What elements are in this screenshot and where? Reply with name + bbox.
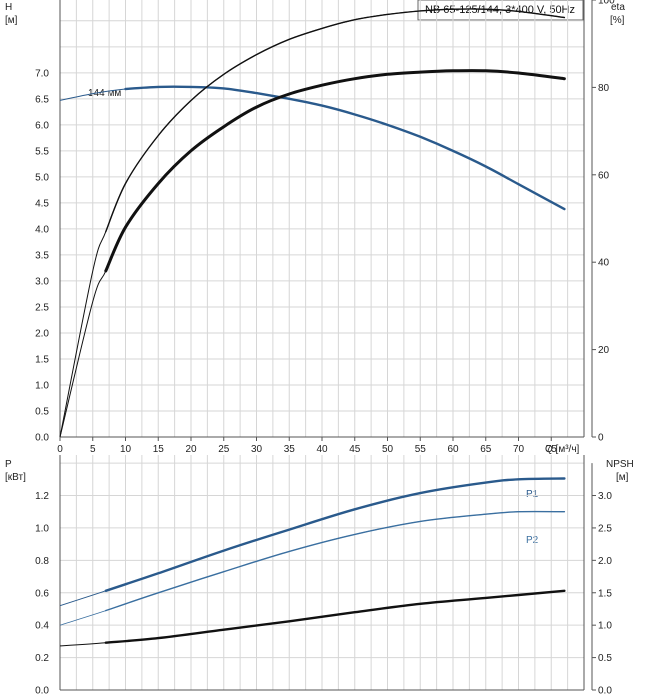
q-tick-label: 25 [218, 444, 230, 455]
eta-tick-label: 40 [598, 258, 610, 269]
eta-thick-curve-thin-line [59, 70, 565, 438]
curve-label-144: 144 мм [88, 88, 121, 99]
h-tick-label: 5.5 [35, 146, 49, 157]
eta-thin-curve-line [105, 8, 566, 233]
npsh-tick-label: 3.0 [598, 491, 612, 502]
p-tick-label: 0.8 [35, 556, 49, 567]
h-tick-label: 3.0 [35, 276, 49, 287]
h-tick-label: 1.0 [35, 380, 49, 391]
p1-curve-line [104, 477, 566, 592]
npsh-axis-title: NPSH [606, 459, 634, 470]
q-tick-label: 10 [120, 444, 132, 455]
h-tick-label: 2.5 [35, 302, 49, 313]
h-tick-label: 7.0 [35, 68, 49, 79]
q-tick-label: 55 [415, 444, 427, 455]
eta-axis-title: eta [611, 2, 625, 13]
q-tick-label: 30 [251, 444, 263, 455]
npsh-curve-line [104, 589, 566, 644]
curve-label-p1: P1 [526, 489, 539, 500]
h-tick-label: 5.0 [35, 172, 49, 183]
eta-tick-label: 80 [598, 83, 610, 94]
eta-thick-curve-line [104, 69, 566, 273]
h-axis-unit: [м] [5, 15, 18, 26]
q-tick-label: 15 [153, 444, 165, 455]
p1-curve-thin-line [59, 478, 565, 607]
p2-curve-line [105, 510, 566, 612]
npsh-tick-label: 0.5 [598, 653, 612, 664]
npsh-tick-label: 2.0 [598, 556, 612, 567]
q-tick-label: 40 [316, 444, 328, 455]
h-tick-label: 2.0 [35, 328, 49, 339]
q-tick-label: 5 [90, 444, 96, 455]
h-tick-label: 6.0 [35, 120, 49, 131]
q-tick-label: 75 [546, 444, 558, 455]
npsh-axis-unit: [м] [616, 472, 629, 483]
head-144mm-curve-thin-line [59, 86, 565, 210]
p-tick-label: 0.6 [35, 588, 49, 599]
q-tick-label: 65 [480, 444, 492, 455]
q-tick-label: 45 [349, 444, 361, 455]
q-axis-title: Q [м³/ч] [545, 444, 580, 455]
h-tick-label: 4.5 [35, 198, 49, 209]
npsh-tick-label: 0.0 [598, 686, 612, 697]
eta-tick-label: 60 [598, 170, 610, 181]
q-tick-label: 60 [447, 444, 459, 455]
h-axis-title: H [5, 2, 12, 13]
p-tick-label: 0.0 [35, 686, 49, 697]
q-tick-label: 20 [185, 444, 197, 455]
npsh-tick-label: 2.5 [598, 523, 612, 534]
q-tick-label: 0 [57, 444, 63, 455]
q-tick-label: 35 [284, 444, 296, 455]
eta-tick-label: 0 [598, 433, 604, 444]
eta-tick-label: 100 [598, 0, 615, 7]
h-tick-label: 1.5 [35, 354, 49, 365]
p2-curve-thin-line [59, 511, 565, 626]
p-tick-label: 0.4 [35, 621, 49, 632]
p-axis-title: P [5, 459, 12, 470]
npsh-tick-label: 1.0 [598, 621, 612, 632]
q-tick-label: 70 [513, 444, 525, 455]
p-tick-label: 1.2 [35, 491, 49, 502]
h-tick-label: 0.0 [35, 433, 49, 444]
h-tick-label: 0.5 [35, 406, 49, 417]
q-tick-label: 50 [382, 444, 394, 455]
p-tick-label: 1.0 [35, 523, 49, 534]
head-144mm-curve-line [124, 85, 566, 211]
npsh-tick-label: 1.5 [598, 588, 612, 599]
eta-axis-unit: [%] [610, 15, 625, 26]
curve-label-p2: P2 [526, 535, 539, 546]
p-axis-unit: [кВт] [5, 472, 26, 483]
h-tick-label: 6.5 [35, 94, 49, 105]
h-tick-label: 3.5 [35, 250, 49, 261]
h-tick-label: 4.0 [35, 224, 49, 235]
eta-tick-label: 20 [598, 345, 610, 356]
p-tick-label: 0.2 [35, 653, 49, 664]
